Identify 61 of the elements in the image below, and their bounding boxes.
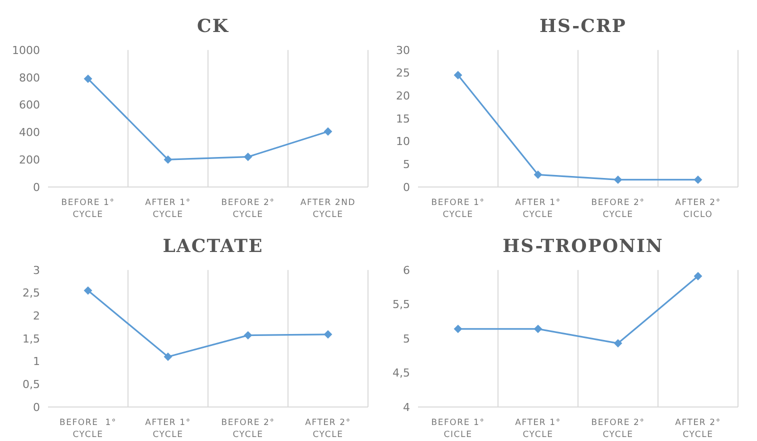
x-tick-label: AFTER 2° CYCLE [305, 418, 351, 440]
point [84, 286, 92, 295]
point [164, 156, 172, 164]
chart-title: CK [196, 16, 230, 37]
x-tick-label: AFTER 2° CYCLE [675, 418, 721, 440]
point [164, 352, 172, 361]
y-tick-label: 4 [403, 400, 410, 414]
y-tick-label: 0 [403, 180, 410, 194]
point [324, 330, 332, 338]
chart-title: LACTATE [162, 236, 264, 257]
y-tick-label: 10 [396, 135, 410, 148]
x-tick-label: AFTER 1° CYCLE [145, 418, 191, 440]
x-tick-label: AFTER 2° CICLO [675, 198, 721, 220]
y-tick-label: 15 [396, 112, 410, 126]
point [614, 176, 622, 184]
y-tick-label: 1,5 [22, 332, 40, 346]
y-tick-label: 3 [33, 264, 40, 277]
x-tick-label: AFTER 1° CYCLE [515, 418, 561, 440]
y-tick-label: 5 [403, 332, 410, 346]
point [694, 176, 702, 184]
x-tick-label: BEFORE 1° CYCLE [61, 198, 115, 220]
y-tick-label: 400 [19, 126, 40, 140]
x-tick-label: AFTER 1° CYCLE [515, 198, 561, 220]
point [614, 339, 622, 348]
y-tick-label: 30 [396, 44, 410, 57]
point [244, 331, 252, 340]
chart-title: HS-TROPONIN [502, 236, 664, 257]
y-tick-label: 0 [33, 180, 40, 194]
point [534, 324, 542, 333]
point [84, 74, 92, 83]
y-tick-label: 25 [396, 66, 410, 80]
y-tick-label: 200 [19, 154, 40, 167]
y-tick-label: 5 [403, 158, 410, 172]
point [694, 272, 702, 280]
y-tick-label: 0,5 [22, 378, 40, 392]
x-tick-label: BEFORE 1° CICLE [431, 418, 485, 440]
x-tick-label: AFTER 1° CYCLE [145, 198, 191, 220]
point [324, 128, 332, 136]
y-tick-label: 2,5 [22, 286, 40, 300]
y-tick-label: 20 [396, 90, 410, 103]
y-tick-label: 5,5 [392, 298, 410, 312]
x-tick-label: BEFORE 2° CYCLE [591, 198, 645, 220]
x-tick-label: BEFORE 1° CYCLE [431, 198, 485, 220]
point [534, 170, 542, 179]
y-tick-label: 6 [403, 264, 410, 277]
point [454, 324, 462, 333]
y-tick-label: 4,5 [392, 366, 410, 380]
point [244, 152, 252, 161]
y-tick-label: 800 [19, 71, 40, 84]
x-tick-label: BEFORE 2° CYCLE [221, 418, 275, 440]
y-tick-label: 1 [33, 355, 40, 368]
x-tick-label: AFTER 2ND CYCLE [300, 198, 356, 220]
y-tick-label: 2 [33, 310, 40, 323]
y-tick-label: 0 [33, 400, 40, 414]
y-tick-label: 600 [19, 98, 40, 112]
point [454, 71, 462, 80]
x-tick-label: BEFORE 2° CYCLE [591, 418, 645, 440]
chart-title: HS-CRP [538, 16, 628, 37]
x-tick-label: BEFORE 1° CYCLE [59, 418, 117, 440]
x-tick-label: BEFORE 2° CYCLE [221, 198, 275, 220]
y-tick-label: 1000 [12, 44, 40, 57]
